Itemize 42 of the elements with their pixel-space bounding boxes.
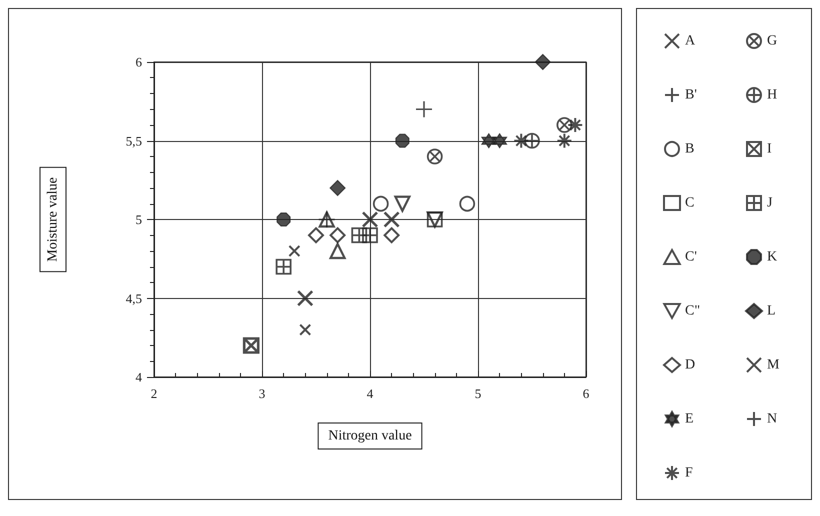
legend-label: F bbox=[685, 466, 693, 480]
legend-label: G bbox=[767, 34, 778, 48]
point bbox=[330, 180, 346, 196]
legend-label: B' bbox=[685, 88, 697, 102]
point bbox=[242, 337, 260, 354]
x-tick-label: 4 bbox=[366, 386, 374, 401]
legend-label: B bbox=[685, 142, 694, 156]
point bbox=[299, 324, 312, 336]
legend-label: M bbox=[767, 358, 780, 372]
x-axis-title: Nitrogen value bbox=[328, 428, 412, 444]
point bbox=[534, 54, 551, 70]
legend-label: H bbox=[767, 88, 778, 102]
x-tick-label: 6 bbox=[582, 386, 590, 401]
y-axis-title: Moisture value bbox=[46, 177, 60, 262]
point bbox=[395, 134, 410, 148]
point bbox=[556, 117, 572, 133]
point bbox=[426, 148, 443, 164]
y-tick-label: 5 bbox=[136, 212, 142, 227]
y-tick-label: 5,5 bbox=[126, 133, 142, 148]
legend-label: D bbox=[685, 358, 696, 372]
legend-label: N bbox=[767, 412, 778, 426]
x-tick-label: 3 bbox=[258, 386, 266, 401]
x-tick-label: 5 bbox=[474, 386, 482, 401]
legend-label: I bbox=[767, 142, 772, 156]
y-tick-label: 4 bbox=[136, 370, 142, 384]
legend-label: L bbox=[767, 304, 776, 318]
legend-label: C" bbox=[685, 304, 700, 318]
x-tick-label: 2 bbox=[150, 386, 158, 401]
y-tick-label: 4,5 bbox=[126, 290, 142, 306]
legend-label: C' bbox=[685, 250, 697, 264]
legend-label: K bbox=[767, 250, 778, 264]
y-tick-label: 6 bbox=[136, 54, 142, 70]
point bbox=[276, 212, 291, 226]
point bbox=[351, 227, 368, 244]
legend-label: E bbox=[685, 412, 694, 426]
point bbox=[524, 132, 540, 149]
point bbox=[415, 100, 433, 118]
point bbox=[276, 258, 292, 275]
point bbox=[288, 245, 300, 257]
legend-label: C bbox=[685, 196, 694, 210]
legend-label: J bbox=[767, 196, 773, 210]
legend-label: A bbox=[685, 34, 696, 48]
